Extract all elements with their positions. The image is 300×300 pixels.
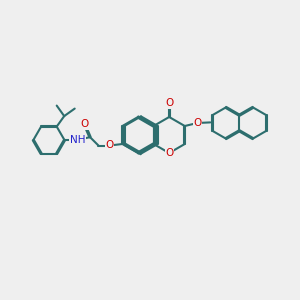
Text: NH: NH [70, 135, 85, 145]
Text: O: O [80, 119, 89, 130]
Text: O: O [193, 118, 202, 128]
Text: O: O [165, 148, 173, 158]
Text: O: O [165, 98, 173, 109]
Text: O: O [106, 140, 114, 151]
